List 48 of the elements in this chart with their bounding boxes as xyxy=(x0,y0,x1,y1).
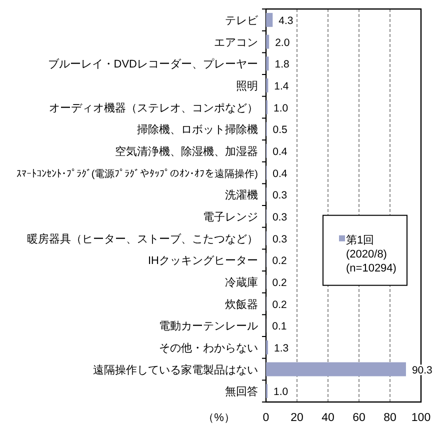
data-label: 1.3 xyxy=(274,342,289,354)
data-label: 1.0 xyxy=(274,386,288,398)
data-label: 0.4 xyxy=(272,168,288,180)
data-label: 0.2 xyxy=(272,255,288,268)
data-label: 0.4 xyxy=(272,146,288,158)
data-label: 4.3 xyxy=(278,14,294,27)
data-label: 0.2 xyxy=(272,298,288,311)
y-tick-label: 炊飯器 xyxy=(225,298,258,311)
data-label: 0.1 xyxy=(272,320,287,333)
y-tick-label: 暖房器具（ヒーター、ストーブ、こたつなど） xyxy=(27,232,258,246)
x-tick-label: 100 xyxy=(411,412,431,424)
y-tick-label: 掃除機、ロボット掃除機 xyxy=(137,124,258,136)
x-tick-label: 20 xyxy=(290,412,304,424)
data-label: 1.8 xyxy=(274,58,290,71)
y-tick-label: テレビ xyxy=(225,14,259,27)
y-tick-label: 遠隔操作している家電製品はない xyxy=(93,363,258,376)
y-tick-label: 電子レンジ xyxy=(203,211,258,224)
data-label: 2.0 xyxy=(275,36,290,49)
y-tick-label: 照明 xyxy=(236,80,258,92)
y-tick-label: 空気清浄機、除湿機、加湿器 xyxy=(115,144,258,158)
y-tick-label: その他・わからない xyxy=(159,342,258,354)
legend: 第1回(2020/8)(n=10294) xyxy=(322,214,408,286)
y-tick-label: 冷蔵庫 xyxy=(225,276,258,289)
x-tick-label: 40 xyxy=(322,412,334,424)
data-label: 1.0 xyxy=(274,102,288,114)
y-tick-label: ｽﾏｰﾄｺﾝｾﾝﾄ･ﾌﾟﾗｸﾞ(電源ﾌﾟﾗｸﾞやﾀｯﾌﾟのｵﾝ･ｵﾌを遠隔操作) xyxy=(16,168,258,180)
bar xyxy=(266,362,406,376)
bar xyxy=(266,56,269,71)
x-tick-label: 80 xyxy=(384,412,396,424)
x-tick-label: 60 xyxy=(352,412,366,424)
y-tick-label: IHクッキングヒーター xyxy=(148,255,258,268)
data-label: 0.3 xyxy=(272,211,288,224)
data-label: 0.2 xyxy=(272,276,288,289)
data-label: 0.3 xyxy=(272,190,288,202)
bar xyxy=(266,34,270,49)
x-axis-title: （%） xyxy=(203,412,235,424)
y-tick-label: 無回答 xyxy=(225,386,258,398)
y-tick-label: 電動カーテンレール xyxy=(159,320,258,333)
y-tick-label: ブルーレイ・DVDレコーダー、プレーヤー xyxy=(48,58,258,71)
y-tick-label: 洗濯機 xyxy=(225,188,258,202)
y-tick-label: オーディオ機器（ステレオ、コンポなど） xyxy=(49,102,258,114)
y-tick-label: エアコン xyxy=(214,36,258,49)
legend-label: 第1回(2020/8)(n=10294) xyxy=(346,234,396,274)
x-tick-label: 0 xyxy=(262,412,270,424)
bar xyxy=(266,12,273,27)
data-label: 0.3 xyxy=(272,233,288,246)
data-label: 0.5 xyxy=(272,124,288,136)
data-label: 1.4 xyxy=(274,80,289,92)
